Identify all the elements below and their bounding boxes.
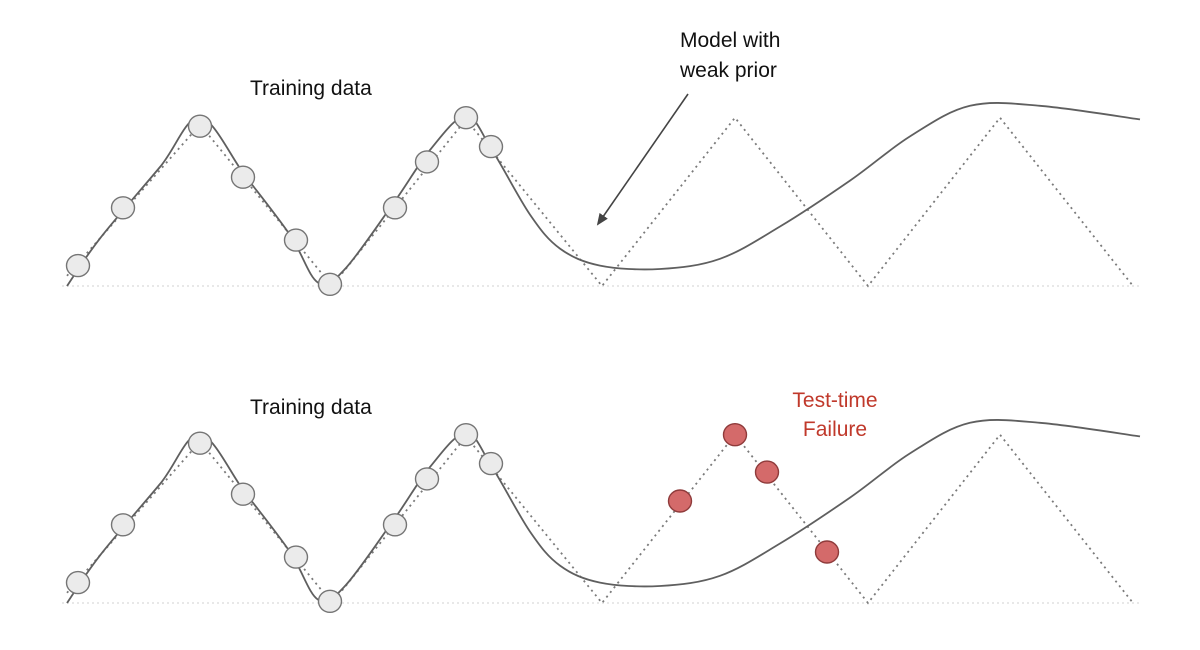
bottom-model-curve	[66, 419, 1141, 604]
test-time-failure-label-line-2: Failure	[803, 418, 867, 441]
test-point-1	[667, 489, 693, 513]
bottom-training-point-4	[230, 482, 256, 506]
bottom-training-points	[65, 423, 504, 613]
bottom-training-data-label: Training data	[250, 396, 372, 419]
bottom-training-point-2	[110, 513, 136, 537]
top-panel: Training data Model with weak prior	[62, 29, 1141, 296]
bottom-training-point-9	[453, 423, 479, 447]
top-training-point-6	[317, 272, 343, 296]
bottom-panel: Training data Test-time Failure	[62, 389, 1141, 613]
top-training-point-10	[478, 134, 504, 159]
top-training-point-2	[110, 196, 136, 220]
model-weak-prior-label-line-2: weak prior	[679, 59, 777, 82]
top-training-point-9	[453, 105, 479, 130]
bottom-training-point-8	[414, 467, 440, 491]
top-training-data-label: Training data	[250, 77, 372, 100]
test-time-failure-label-line-1: Test-time	[792, 389, 877, 412]
bottom-training-point-5	[283, 545, 309, 569]
bottom-training-point-10	[478, 451, 504, 476]
test-point-2	[722, 423, 748, 447]
model-weak-prior-label-line-1: Model with	[680, 29, 780, 52]
bottom-training-point-1	[65, 570, 91, 595]
test-point-4	[814, 540, 840, 564]
model-annotation-arrow	[596, 93, 689, 226]
top-true-function	[66, 116, 1134, 288]
bottom-test-points	[667, 423, 840, 564]
top-training-point-7	[382, 196, 408, 220]
top-training-point-1	[65, 253, 91, 278]
top-training-points	[65, 105, 504, 296]
bottom-training-point-3	[187, 431, 213, 455]
bottom-true-function	[66, 433, 1134, 605]
test-point-3	[754, 460, 780, 484]
bottom-training-point-7	[382, 513, 408, 537]
top-training-point-4	[230, 165, 256, 189]
top-training-point-8	[414, 150, 440, 174]
top-training-point-3	[187, 114, 213, 138]
top-training-point-5	[283, 228, 309, 252]
bottom-training-point-6	[317, 589, 343, 613]
top-model-curve	[66, 102, 1141, 287]
